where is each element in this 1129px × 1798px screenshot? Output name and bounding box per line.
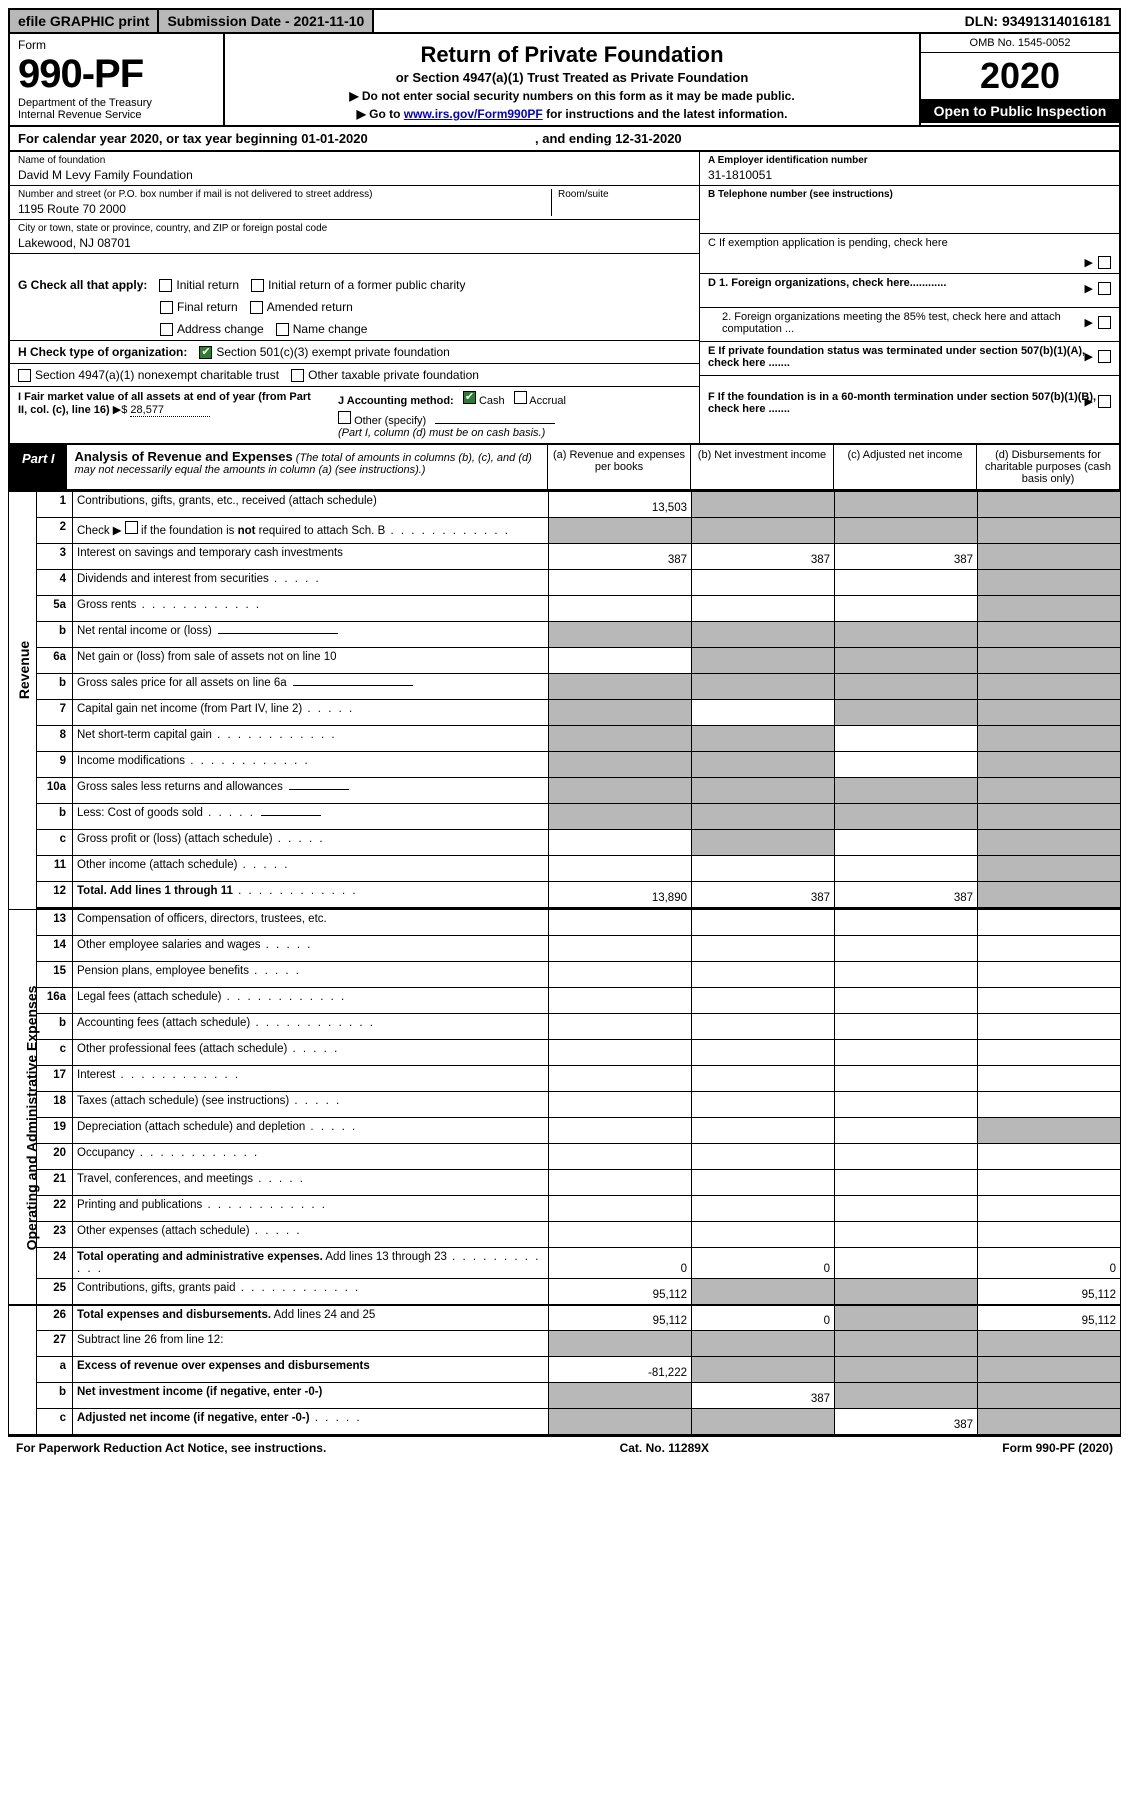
dln: DLN: 93491314016181 bbox=[957, 10, 1119, 32]
d1-label: D 1. Foreign organizations, check here..… bbox=[708, 277, 946, 289]
fmv-value: 28,577 bbox=[130, 404, 210, 417]
form-label: Form bbox=[18, 38, 215, 52]
name-change-checkbox[interactable] bbox=[276, 323, 289, 336]
col-b-header: (b) Net investment income bbox=[690, 445, 833, 489]
schb-checkbox[interactable] bbox=[125, 521, 138, 534]
address-change-checkbox[interactable] bbox=[160, 323, 173, 336]
city-state-zip: Lakewood, NJ 08701 bbox=[18, 236, 691, 250]
ein-label: A Employer identification number bbox=[708, 155, 868, 166]
street-address: 1195 Route 70 2000 bbox=[18, 202, 551, 216]
omb-number: OMB No. 1545-0052 bbox=[921, 34, 1119, 53]
topbar: efile GRAPHIC print Submission Date - 20… bbox=[8, 8, 1121, 34]
ein-value: 31-1810051 bbox=[708, 168, 1111, 182]
form-subtitle: or Section 4947(a)(1) Trust Treated as P… bbox=[233, 70, 911, 85]
phone-label: B Telephone number (see instructions) bbox=[708, 189, 893, 200]
street-label: Number and street (or P.O. box number if… bbox=[18, 189, 551, 200]
e-checkbox[interactable] bbox=[1098, 350, 1111, 363]
part1-header: Part I Analysis of Revenue and Expenses … bbox=[8, 444, 1121, 491]
goto-note: ▶ Go to www.irs.gov/Form990PF for instru… bbox=[233, 107, 911, 121]
4947-checkbox[interactable] bbox=[18, 369, 31, 382]
exemption-pending-label: C If exemption application is pending, c… bbox=[708, 237, 948, 249]
501c3-checkbox[interactable] bbox=[199, 346, 212, 359]
other-method-checkbox[interactable] bbox=[338, 411, 351, 424]
form-number: 990-PF bbox=[18, 52, 215, 97]
city-label: City or town, state or province, country… bbox=[18, 223, 691, 234]
expenses-side-label: Operating and Administrative Expenses bbox=[9, 910, 37, 1305]
room-label: Room/suite bbox=[558, 189, 691, 200]
part1-table: Revenue 1 Contributions, gifts, grants, … bbox=[8, 491, 1121, 1435]
paperwork-notice: For Paperwork Reduction Act Notice, see … bbox=[16, 1441, 326, 1455]
col-d-header: (d) Disbursements for charitable purpose… bbox=[976, 445, 1119, 489]
tax-year: 2020 bbox=[921, 53, 1119, 99]
e-label: E If private foundation status was termi… bbox=[708, 345, 1085, 369]
cash-checkbox[interactable] bbox=[463, 391, 476, 404]
j-note: (Part I, column (d) must be on cash basi… bbox=[338, 427, 691, 439]
final-return-checkbox[interactable] bbox=[160, 301, 173, 314]
d1-checkbox[interactable] bbox=[1098, 282, 1111, 295]
ssn-note: ▶ Do not enter social security numbers o… bbox=[233, 89, 911, 103]
initial-return-checkbox[interactable] bbox=[159, 279, 172, 292]
col-a-header: (a) Revenue and expenses per books bbox=[547, 445, 690, 489]
d2-label: 2. Foreign organizations meeting the 85%… bbox=[708, 311, 1111, 335]
j-label: J Accounting method: bbox=[338, 395, 454, 407]
d2-checkbox[interactable] bbox=[1098, 316, 1111, 329]
page-footer: For Paperwork Reduction Act Notice, see … bbox=[8, 1435, 1121, 1459]
catalog-number: Cat. No. 11289X bbox=[620, 1441, 709, 1455]
revenue-side-label: Revenue bbox=[9, 492, 37, 910]
efile-label[interactable]: efile GRAPHIC print bbox=[10, 10, 159, 32]
foundation-name-label: Name of foundation bbox=[18, 155, 691, 166]
other-taxable-checkbox[interactable] bbox=[291, 369, 304, 382]
accrual-checkbox[interactable] bbox=[514, 391, 527, 404]
entity-info: Name of foundation David M Levy Family F… bbox=[8, 152, 1121, 274]
exemption-pending-checkbox[interactable] bbox=[1098, 256, 1111, 269]
form-page-ref: Form 990-PF (2020) bbox=[1002, 1441, 1113, 1455]
dept-irs: Internal Revenue Service bbox=[18, 109, 215, 121]
amended-return-checkbox[interactable] bbox=[250, 301, 263, 314]
part1-tab: Part I bbox=[10, 445, 67, 489]
open-inspection: Open to Public Inspection bbox=[921, 99, 1119, 123]
part1-title: Analysis of Revenue and Expenses bbox=[75, 449, 293, 464]
form-header: Form 990-PF Department of the Treasury I… bbox=[8, 34, 1121, 127]
col-c-header: (c) Adjusted net income bbox=[833, 445, 976, 489]
submission-date: Submission Date - 2021-11-10 bbox=[159, 10, 374, 32]
calendar-year-row: For calendar year 2020, or tax year begi… bbox=[8, 127, 1121, 152]
form990pf-link[interactable]: www.irs.gov/Form990PF bbox=[404, 107, 543, 121]
h-label: H Check type of organization: bbox=[18, 345, 187, 359]
g-label: G Check all that apply: bbox=[18, 278, 147, 292]
f-label: F If the foundation is in a 60-month ter… bbox=[708, 391, 1096, 415]
dept-treasury: Department of the Treasury bbox=[18, 97, 215, 109]
form-title: Return of Private Foundation bbox=[233, 42, 911, 68]
foundation-name: David M Levy Family Foundation bbox=[18, 168, 691, 182]
initial-former-checkbox[interactable] bbox=[251, 279, 264, 292]
f-checkbox[interactable] bbox=[1098, 395, 1111, 408]
